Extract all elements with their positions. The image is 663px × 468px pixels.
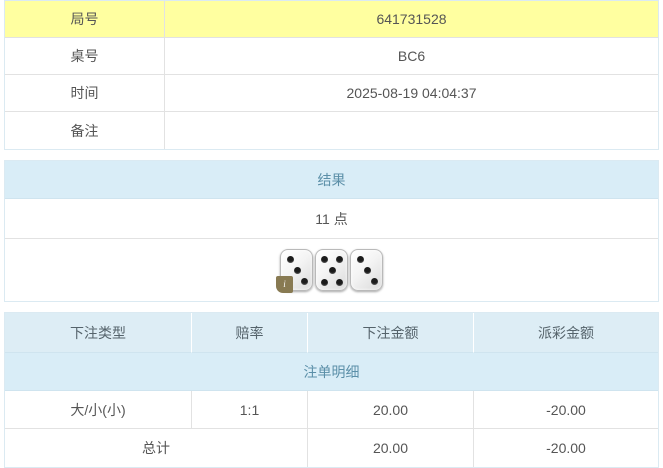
die-1-icon: i <box>276 249 313 293</box>
result-section-title: 结果 <box>5 161 658 199</box>
result-header-row: 结果 <box>5 161 658 199</box>
table-row: 时间 2025-08-19 04:04:37 <box>5 75 658 112</box>
table-row: 桌号 BC6 <box>5 38 658 75</box>
result-dice-row: i <box>5 239 658 301</box>
bet-column-header-row: 下注类型 赔率 下注金额 派彩金额 <box>5 313 658 353</box>
cell-payout-amount: -20.00 <box>474 391 658 429</box>
info-value-remark <box>165 112 658 149</box>
die-2-icon <box>315 249 348 291</box>
cell-bet-amount: 20.00 <box>308 391 474 429</box>
info-value-time: 2025-08-19 04:04:37 <box>165 75 658 112</box>
info-label-round-no: 局号 <box>5 1 165 38</box>
die-info-badge-icon[interactable]: i <box>276 276 293 293</box>
dice-group: i <box>11 249 652 293</box>
cell-odds: 1:1 <box>192 391 308 429</box>
die-3-icon <box>350 249 383 291</box>
bet-header-row: 注单明细 <box>5 353 658 391</box>
table-row-total: 总计 20.00 -20.00 <box>5 429 658 467</box>
table-row: 备注 <box>5 112 658 149</box>
cell-bet-type: 大/小(小) <box>5 391 192 429</box>
cell-total-payout-amount: -20.00 <box>546 440 586 456</box>
info-label-remark: 备注 <box>5 112 165 149</box>
cell-total-bet-amount: 20.00 <box>308 429 474 467</box>
col-header-bet-amount: 下注金额 <box>308 313 474 353</box>
section-spacer <box>0 150 663 160</box>
result-points-value: 11 点 <box>5 199 658 239</box>
bet-detail-table: 注单明细 下注类型 赔率 下注金额 派彩金额 大/小(小) 1:1 20.00 … <box>4 312 659 468</box>
cell-total-label: 总计 <box>5 429 308 467</box>
table-row: 局号 641731528 <box>5 1 658 38</box>
result-points-row: 11 点 <box>5 199 658 239</box>
col-header-odds: 赔率 <box>192 313 308 353</box>
table-row: 大/小(小) 1:1 20.00 -20.00 <box>5 391 658 429</box>
info-label-time: 时间 <box>5 75 165 112</box>
result-table: 结果 11 点 i <box>4 160 659 302</box>
round-info-table: 局号 641731528 桌号 BC6 时间 2025-08-19 04:04:… <box>4 0 659 150</box>
section-spacer <box>0 302 663 312</box>
col-header-payout-amount: 派彩金额 <box>474 313 658 353</box>
info-value-round-no: 641731528 <box>165 1 658 38</box>
info-label-table-no: 桌号 <box>5 38 165 75</box>
info-value-table-no: BC6 <box>165 38 658 75</box>
bet-section-title: 注单明细 <box>5 353 658 391</box>
col-header-bet-type: 下注类型 <box>5 313 192 353</box>
result-dice-cell: i <box>5 239 658 301</box>
